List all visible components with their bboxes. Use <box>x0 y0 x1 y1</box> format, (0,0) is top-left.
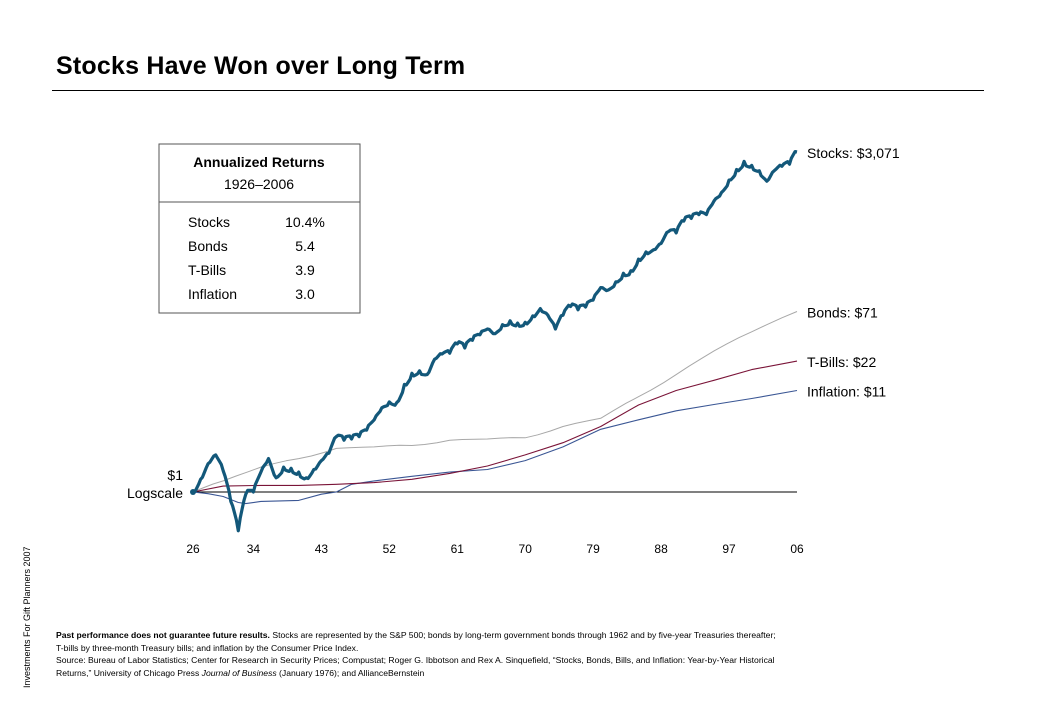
bonds-series-line <box>192 311 798 493</box>
returns-box-frame <box>158 143 361 314</box>
footnote-line-1: Past performance does not guarantee futu… <box>56 629 986 642</box>
stocks-series-line <box>192 150 798 533</box>
x-axis: 26 34 43 52 61 70 79 88 97 06 <box>186 542 804 556</box>
baseline-label: $1 <box>167 467 183 483</box>
returns-line-chart: Annualized Returns 1926–2006 Stocks 10.4… <box>127 143 900 556</box>
footnote-line-3: Source: Bureau of Labor Statistics; Cent… <box>56 655 775 665</box>
tbills-series-line <box>192 360 798 493</box>
stocks-end-label: Stocks: $3,071 <box>807 145 900 161</box>
inflation-end-label: Inflation: $11 <box>807 384 886 400</box>
annualized-returns-box: Annualized Returns 1926–2006 Stocks 10.4… <box>158 143 361 314</box>
x-tick-label: 52 <box>383 542 397 556</box>
returns-value-stocks: 10.4% <box>285 214 325 230</box>
footnote-text-1: Stocks are represented by the S&P 500; b… <box>269 630 776 640</box>
returns-value-bonds: 5.4 <box>295 238 315 254</box>
bonds-end-label: Bonds: $71 <box>807 305 878 321</box>
returns-label-tbills: T-Bills <box>188 262 226 278</box>
page-title: Stocks Have Won over Long Term <box>56 52 466 80</box>
returns-label-stocks: Stocks <box>188 214 230 230</box>
footnote-line-4: Returns,” University of Chicago Press Jo… <box>56 667 986 680</box>
x-tick-label: 06 <box>790 542 804 556</box>
x-tick-label: 26 <box>186 542 200 556</box>
footnote: Past performance does not guarantee futu… <box>56 629 986 679</box>
returns-value-inflation: 3.0 <box>295 286 315 302</box>
title-divider <box>52 90 984 91</box>
footnote-text-4a: Returns,” University of Chicago Press <box>56 667 202 678</box>
x-tick-label: 61 <box>451 542 465 556</box>
end-labels: Stocks: $3,071 Bonds: $71 T-Bills: $22 Infl… <box>807 145 900 400</box>
footnote-line-2: T-bills by three-month Treasury bills; a… <box>56 642 359 653</box>
side-note: Investments For Gift Planners 2007 <box>22 546 32 688</box>
footnote-journal: Journal of Business <box>201 667 277 678</box>
inflation-series-line <box>192 389 798 505</box>
returns-box-title: Annualized Returns <box>193 154 325 170</box>
returns-label-inflation: Inflation <box>188 286 237 302</box>
x-tick-label: 97 <box>722 542 736 556</box>
returns-label-bonds: Bonds <box>188 238 228 254</box>
returns-box-period: 1926–2006 <box>224 176 294 192</box>
x-tick-label: 43 <box>315 542 329 556</box>
footnote-disclaimer: Past performance does not guarantee futu… <box>56 630 270 640</box>
series-layer <box>190 150 798 533</box>
logscale-label: Logscale <box>127 485 183 501</box>
x-tick-label: 88 <box>654 542 668 556</box>
x-tick-label: 79 <box>586 542 600 556</box>
x-tick-label: 70 <box>519 542 533 556</box>
start-point <box>190 489 196 495</box>
returns-value-tbills: 3.9 <box>295 262 315 278</box>
footnote-text-4b: (January 1976); and AllianceBernstein <box>276 667 425 678</box>
x-tick-label: 34 <box>247 542 261 556</box>
tbills-end-label: T-Bills: $22 <box>807 354 876 370</box>
